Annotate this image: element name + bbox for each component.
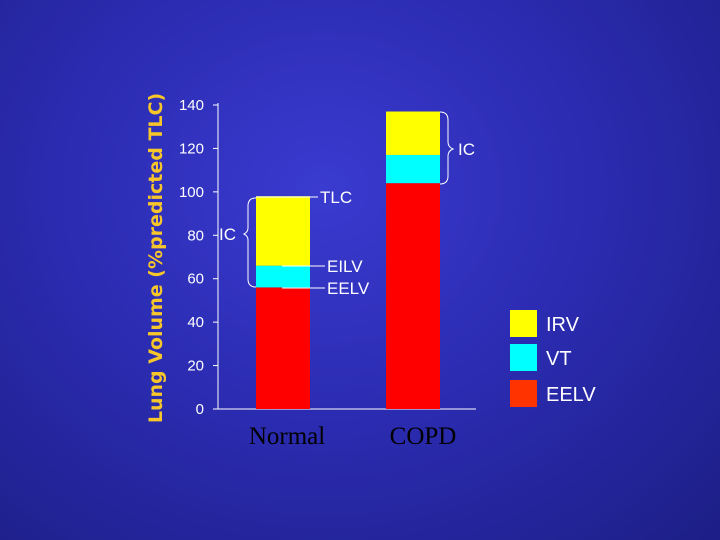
y-tick-label: 100: [179, 184, 204, 201]
y-axis-label: Lung Volume (%predicted TLC): [145, 93, 167, 423]
category-label-normal: Normal: [249, 423, 325, 450]
ic-brace-normal: [242, 197, 257, 288]
bars: [256, 111, 440, 409]
y-tick-label: 80: [187, 227, 204, 244]
legend-swatch-eelv: [510, 380, 537, 407]
bar-eelv-normal: [256, 287, 310, 409]
bar-vt-normal: [256, 265, 310, 288]
bar-irv-copd: [386, 111, 440, 155]
bar-irv-normal: [256, 196, 310, 266]
y-tick-label: 120: [179, 140, 204, 157]
annotation-tlc: TLC: [320, 188, 352, 207]
y-tick-label: 40: [187, 314, 204, 331]
legend-label-eelv: EELV: [546, 384, 596, 406]
y-tick-label: 140: [179, 97, 204, 114]
legend-swatch-vt: [510, 344, 537, 371]
y-ticks: 0 20 40 60 80 100 120 140: [179, 97, 218, 418]
y-tick-label: 0: [196, 401, 204, 418]
y-tick-label: 20: [187, 358, 204, 375]
annotation-eilv: EILV: [327, 257, 363, 276]
annotation-ic-normal: IC: [219, 225, 236, 244]
bar-vt-copd: [386, 154, 440, 184]
legend-label-irv: IRV: [546, 314, 580, 336]
legend: IRV VT EELV: [510, 310, 596, 407]
category-label-copd: COPD: [390, 423, 457, 450]
ic-brace-copd: [439, 111, 455, 185]
annotation-ic-copd: IC: [458, 140, 475, 159]
y-tick-label: 60: [187, 271, 204, 288]
annotation-lines: [242, 111, 455, 289]
bar-eelv-copd: [386, 183, 440, 409]
legend-label-vt: VT: [546, 348, 572, 370]
annotation-eelv: EELV: [327, 279, 370, 298]
legend-swatch-irv: [510, 310, 537, 337]
